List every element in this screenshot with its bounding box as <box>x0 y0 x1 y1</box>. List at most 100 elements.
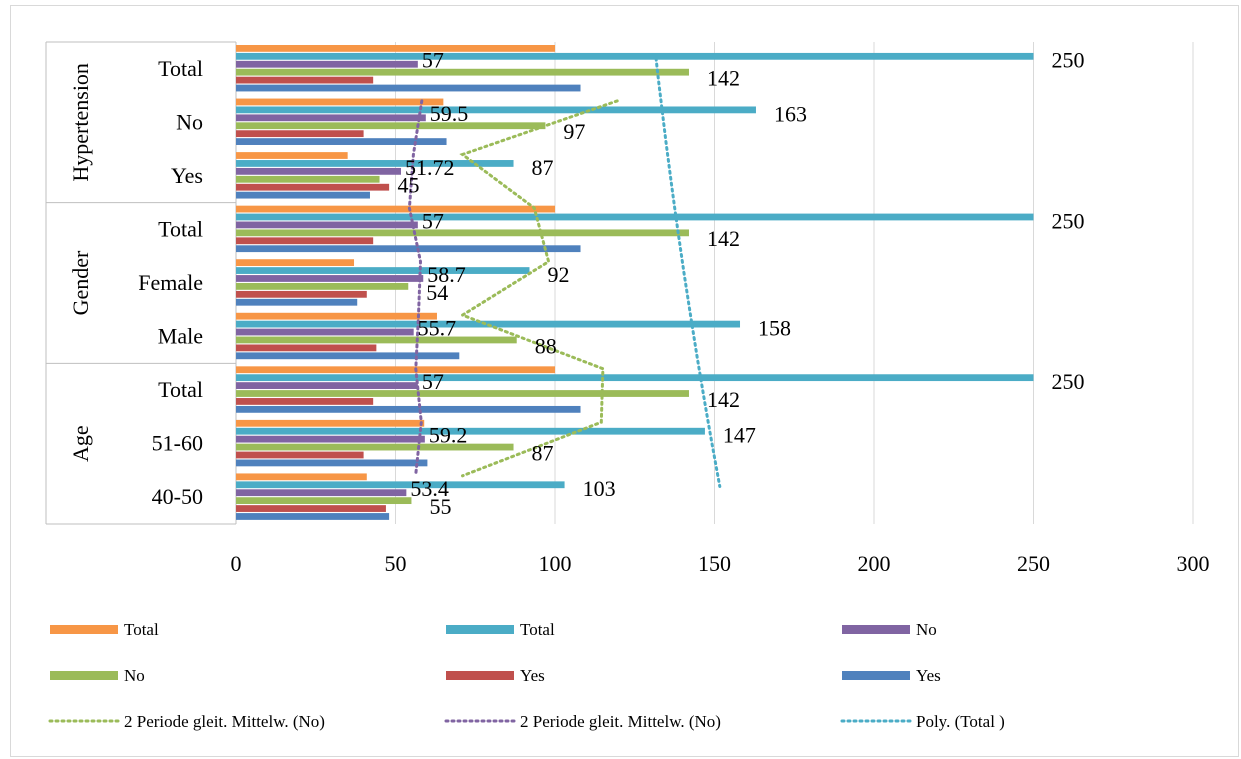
bar <box>236 312 437 320</box>
group-label: Hypertension <box>68 63 93 182</box>
bar <box>236 398 374 405</box>
moving-average-trendline <box>459 99 619 478</box>
bar <box>236 52 1034 60</box>
x-tick-label: 50 <box>385 551 407 576</box>
data-label: 142 <box>707 387 740 412</box>
bar <box>236 390 689 397</box>
data-label: 147 <box>723 423 756 448</box>
data-label: 87 <box>532 440 554 465</box>
bar <box>236 419 425 427</box>
data-label: 59.5 <box>430 101 469 126</box>
legend-label: No <box>124 666 145 685</box>
data-label: 59.2 <box>429 423 468 448</box>
bar <box>236 275 424 282</box>
group-label: Gender <box>68 250 93 315</box>
data-label: 51.72 <box>405 155 455 180</box>
legend-swatch <box>446 671 514 680</box>
bar <box>236 183 390 191</box>
data-label: 54 <box>426 280 448 305</box>
data-label: 88 <box>535 333 557 358</box>
bar <box>236 84 581 92</box>
bar <box>236 229 689 237</box>
x-tick-label: 200 <box>858 551 891 576</box>
category-label: Female <box>138 270 203 295</box>
bar <box>236 481 565 489</box>
legend-label: Yes <box>520 666 545 685</box>
bar <box>236 382 418 389</box>
bar <box>236 427 705 435</box>
bar <box>236 374 1034 382</box>
data-label: 103 <box>583 476 616 501</box>
data-label: 250 <box>1052 369 1085 394</box>
bar <box>236 352 460 360</box>
bar <box>236 60 418 68</box>
category-label: Total <box>158 216 203 241</box>
legend-swatch <box>842 671 910 680</box>
legend-label: Poly. (Total ) <box>916 712 1005 731</box>
x-tick-label: 100 <box>539 551 572 576</box>
data-label: 250 <box>1052 208 1085 233</box>
bar <box>236 366 555 374</box>
polynomial-trendline <box>654 56 722 488</box>
category-label: Male <box>158 324 203 349</box>
x-tick-label: 250 <box>1017 551 1050 576</box>
bar <box>236 221 418 229</box>
bar <box>236 443 514 451</box>
bar <box>236 213 1034 221</box>
legend-swatch <box>446 625 514 634</box>
category-label: No <box>176 109 203 134</box>
legend-label: Yes <box>916 666 941 685</box>
category-label: Total <box>158 377 203 402</box>
bar <box>236 167 401 175</box>
bar <box>236 513 390 520</box>
data-label: 142 <box>707 226 740 251</box>
data-label: 55 <box>429 494 451 519</box>
bar <box>236 505 386 512</box>
x-tick-label: 0 <box>231 551 242 576</box>
legend-label: Total <box>124 620 159 639</box>
data-label: 58.7 <box>427 262 466 287</box>
bar <box>236 160 514 167</box>
bar <box>236 175 380 183</box>
bar <box>236 328 414 336</box>
group-label: Age <box>68 425 93 462</box>
bar <box>236 283 409 290</box>
data-label: 57 <box>422 369 444 394</box>
data-label: 57 <box>422 48 444 73</box>
data-label: 250 <box>1052 48 1085 73</box>
legend-label: 2 Periode gleit. Mittelw. (No) <box>520 712 721 731</box>
bar <box>236 451 364 459</box>
x-tick-label: 150 <box>698 551 731 576</box>
bar <box>236 114 426 122</box>
bar <box>236 435 425 443</box>
bar <box>236 106 756 114</box>
bar <box>236 344 377 352</box>
data-label: 158 <box>758 316 791 341</box>
bar <box>236 152 348 159</box>
moving-average-trendline <box>407 99 424 478</box>
bar <box>236 237 374 245</box>
x-tick-label: 300 <box>1177 551 1210 576</box>
bar <box>236 489 407 497</box>
legend-swatch <box>842 625 910 634</box>
bar <box>236 45 555 52</box>
bar <box>236 138 447 145</box>
bar <box>236 290 367 298</box>
legend-swatch <box>50 671 118 680</box>
bar <box>236 267 530 274</box>
bar <box>236 191 370 199</box>
bar <box>236 122 546 130</box>
bar <box>236 68 689 76</box>
data-label: 57 <box>422 208 444 233</box>
category-label: 40-50 <box>152 484 203 509</box>
data-label: 55.7 <box>418 315 457 340</box>
legend-label: No <box>916 620 937 639</box>
bar <box>236 259 355 267</box>
data-label: 163 <box>774 101 807 126</box>
bar <box>236 459 428 467</box>
bar <box>236 405 581 413</box>
bar <box>236 298 358 306</box>
data-label: 87 <box>532 155 554 180</box>
data-label: 97 <box>563 119 585 144</box>
data-label: 45 <box>398 173 420 198</box>
